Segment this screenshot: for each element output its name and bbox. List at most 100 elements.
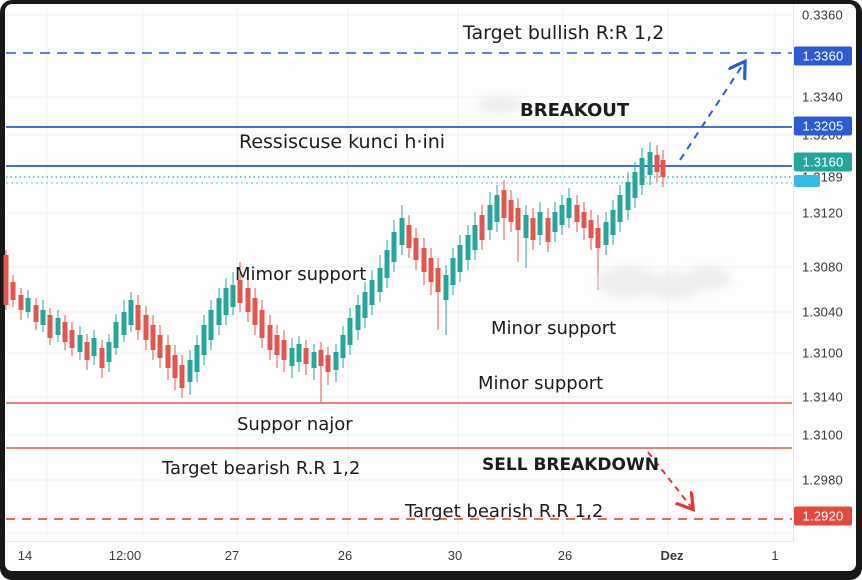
candle [501,180,507,240]
price-badge: 1.3360 [794,46,852,66]
time-label: 26 [337,548,353,563]
candle [588,210,594,250]
time-label: 12:00 [108,548,142,563]
candle [545,208,551,252]
candle [435,258,441,330]
candle [413,228,419,270]
candle [347,308,353,355]
watermark-smudge [478,96,522,114]
candle [523,205,529,268]
candle [208,300,214,350]
price-badge: 1.3160 [794,152,852,172]
candle [428,248,434,295]
candle [647,142,653,185]
candle [216,288,222,335]
candle [62,315,68,350]
price-label: 1.2980 [802,472,843,488]
candle [391,220,397,272]
candle [654,145,660,182]
candle [333,344,339,382]
candle [245,278,251,322]
candle [281,330,287,372]
candle [537,202,543,245]
price-label: 1.3340 [802,89,843,105]
candle [18,288,24,320]
price-badge: 1.3205 [794,116,852,136]
candle [33,298,39,330]
candle [355,295,361,340]
candle [443,265,449,335]
bullish-breakout-arrow[interactable] [679,63,744,161]
candle [77,326,83,360]
candle [494,185,500,232]
candle [179,355,185,398]
candle [113,314,119,355]
candle [157,325,163,368]
candle [55,310,61,342]
candle [574,195,580,232]
annotation-text[interactable]: Mimor support [235,264,367,285]
annotation-text[interactable]: Target bearish R.R 1,2 [162,458,361,479]
annotation-text[interactable]: Ressiscuse kunci h·ini [239,131,446,153]
annotation-text[interactable]: Minor support [478,373,604,394]
candle [91,330,97,365]
annotation-text[interactable]: Target bullish R:R 1,2 [463,22,665,44]
annotation-text[interactable]: Minor support [491,318,617,339]
candle [617,185,623,232]
time-label: 30 [447,548,463,563]
annotation-text[interactable]: SELL BREAKDOWN [482,455,659,475]
annotation-text[interactable]: BREAKOUT [520,100,630,121]
candle [479,205,485,250]
candle [47,308,53,345]
candle [530,208,536,250]
candle [143,306,149,350]
candle [172,345,178,390]
price-label: 1.3100 [802,345,843,361]
price-label: 1.3080 [802,259,843,275]
candle [128,292,134,332]
candle [457,235,463,282]
bearish-breakdown-arrow[interactable] [647,451,692,508]
candle [362,282,368,328]
candle [406,215,412,258]
candle [369,270,375,315]
price-badge: 1.2920 [794,506,852,526]
candle [625,172,631,220]
candle [660,150,666,187]
time-label: 26 [557,548,573,563]
time-label: Dez [660,548,684,563]
candle [559,195,565,235]
candle [325,347,331,385]
candle [515,198,521,262]
candle [106,334,112,372]
candle [150,315,156,360]
candle [267,315,273,360]
candle [99,340,105,378]
candle [377,255,383,302]
price-label: 1.3100 [802,427,843,443]
annotation-text[interactable]: Suppor najor [237,414,353,435]
candle [296,336,302,372]
time-label: 14 [17,548,33,563]
price-label: 1.3140 [802,389,843,405]
candle [84,334,90,370]
price-axis-divider [793,4,794,541]
candle [552,202,558,242]
candle [237,262,243,312]
time-label: 1 [771,548,779,563]
candle [303,340,309,375]
candle [121,300,127,342]
candle [3,250,9,310]
annotation-text[interactable]: Target bearish R.R 1,2 [405,501,604,522]
time-label: 27 [224,548,240,563]
candle [25,290,31,318]
candle [40,300,46,332]
candle [603,212,609,255]
candle [135,295,141,340]
price-label: 1.3040 [802,304,843,320]
candle [201,315,207,365]
candle [187,350,193,395]
time-axis-divider [5,541,794,542]
